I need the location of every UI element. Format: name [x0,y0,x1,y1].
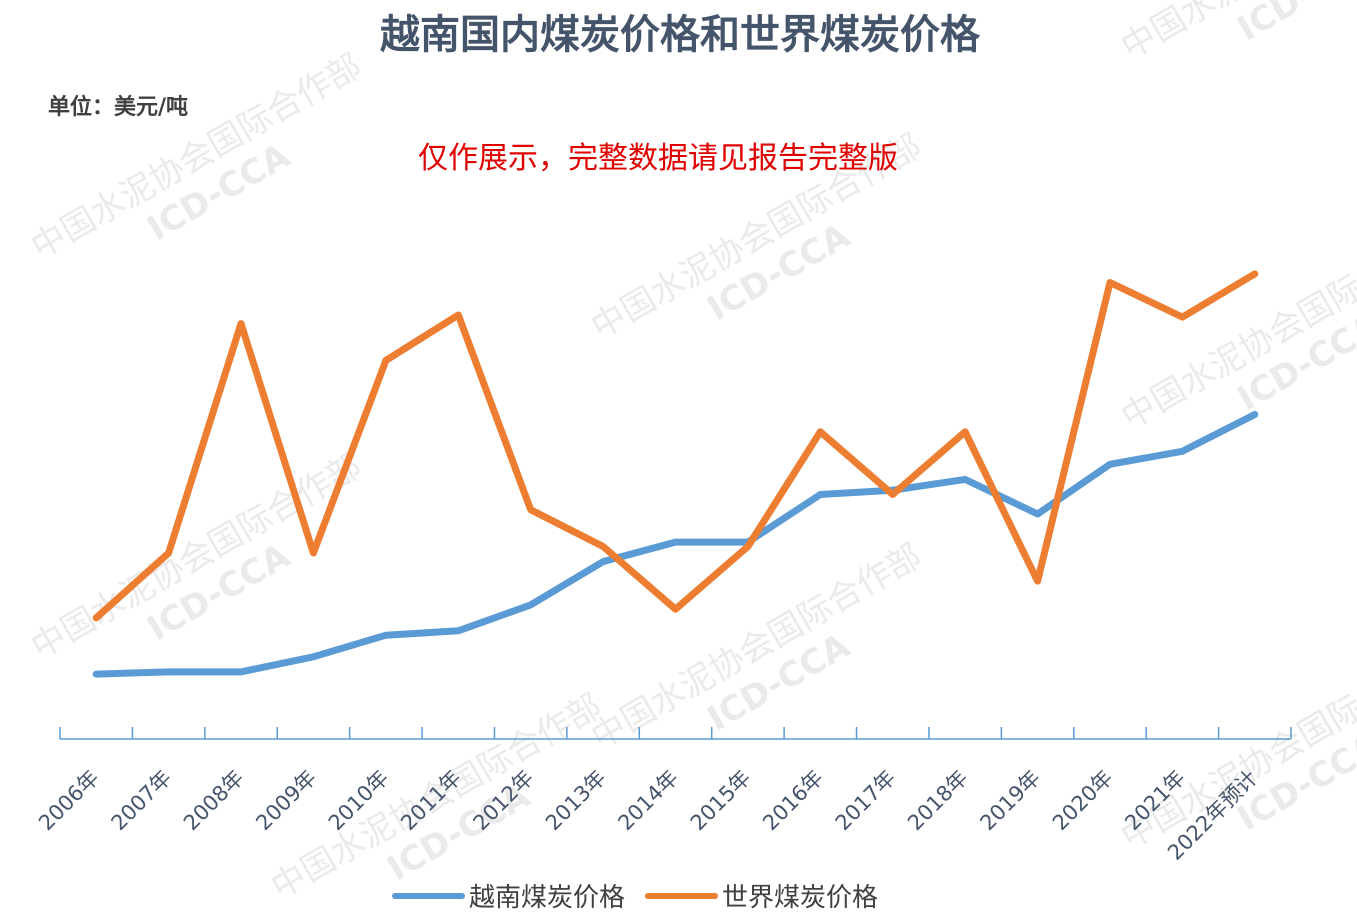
x-tick-label: 2009年 [251,766,321,836]
x-tick-label: 2013年 [541,766,611,836]
legend-label-world: 世界煤炭价格 [722,883,878,913]
x-tick-label: 2019年 [975,766,1045,836]
svg-text:ICD-CCA: ICD-CCA [1231,0,1357,49]
svg-text:中国水泥协会国际合作部: 中国水泥协会国际合作部 [1115,636,1357,858]
x-tick-label: 2016年 [758,766,828,836]
legend: 越南煤炭价格 世界煤炭价格 [392,883,878,913]
chart-title: 越南国内煤炭价格和世界煤炭价格 [380,11,981,58]
x-tick-label: 2008年 [179,766,249,836]
x-tick-label: 2006年 [34,766,104,836]
series-layer [92,270,1259,678]
svg-text:中国水泥协会国际合作部: 中国水泥协会国际合作部 [585,536,929,758]
legend-label-vietnam: 越南煤炭价格 [469,883,625,913]
unit-label: 单位：美元/吨 [48,94,188,120]
svg-text:中国水泥协会国际合作部: 中国水泥协会国际合作部 [1115,216,1357,438]
x-tick-label: 2018年 [903,766,973,836]
x-tick-labels: 2006年 2007年 2008年 2009年 2010年 2011年 2012年 2013年… [34,766,1262,865]
notice-text: 仅作展示，完整数据请见报告完整版 [418,141,898,176]
x-tick-label: 2007年 [107,766,177,836]
x-tick-label: 2020年 [1048,766,1118,836]
x-tick-label: 2015年 [686,766,756,836]
svg-text:中国水泥协会国际合作部: 中国水泥协会国际合作部 [1115,0,1357,68]
svg-text:中国水泥协会国际合作部: 中国水泥协会国际合作部 [25,46,369,268]
x-tick-label: 2014年 [613,766,683,836]
x-tick-label: 2017年 [831,766,901,836]
svg-text:中国水泥协会国际合作部: 中国水泥协会国际合作部 [25,446,369,668]
x-axis [59,727,1292,740]
